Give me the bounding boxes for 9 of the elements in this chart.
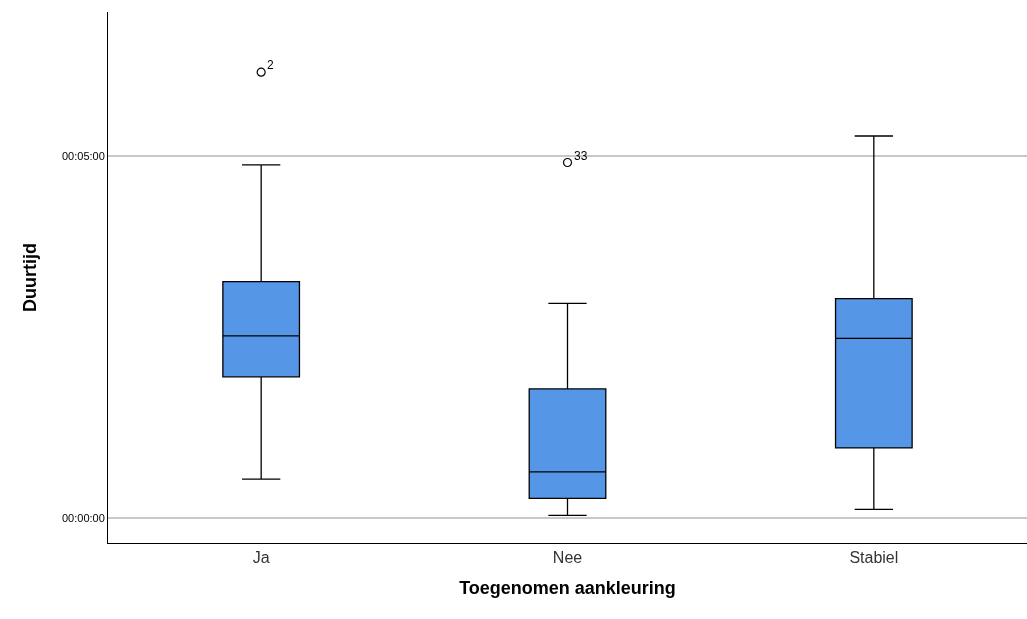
- x-tick-label: Nee: [552, 549, 583, 567]
- x-axis-title: Toegenomen aankleuring: [459, 578, 676, 599]
- x-tick-label: Ja: [252, 549, 270, 567]
- x-tick-label: Stabiel: [849, 549, 899, 567]
- annotation: 2: [267, 58, 274, 72]
- y-tick-label: 00:05:00: [61, 150, 105, 163]
- annotation: 33: [574, 149, 588, 163]
- y-tick-label: 00:00:00: [61, 511, 105, 524]
- y-axis-title: Duurtijd: [20, 243, 41, 312]
